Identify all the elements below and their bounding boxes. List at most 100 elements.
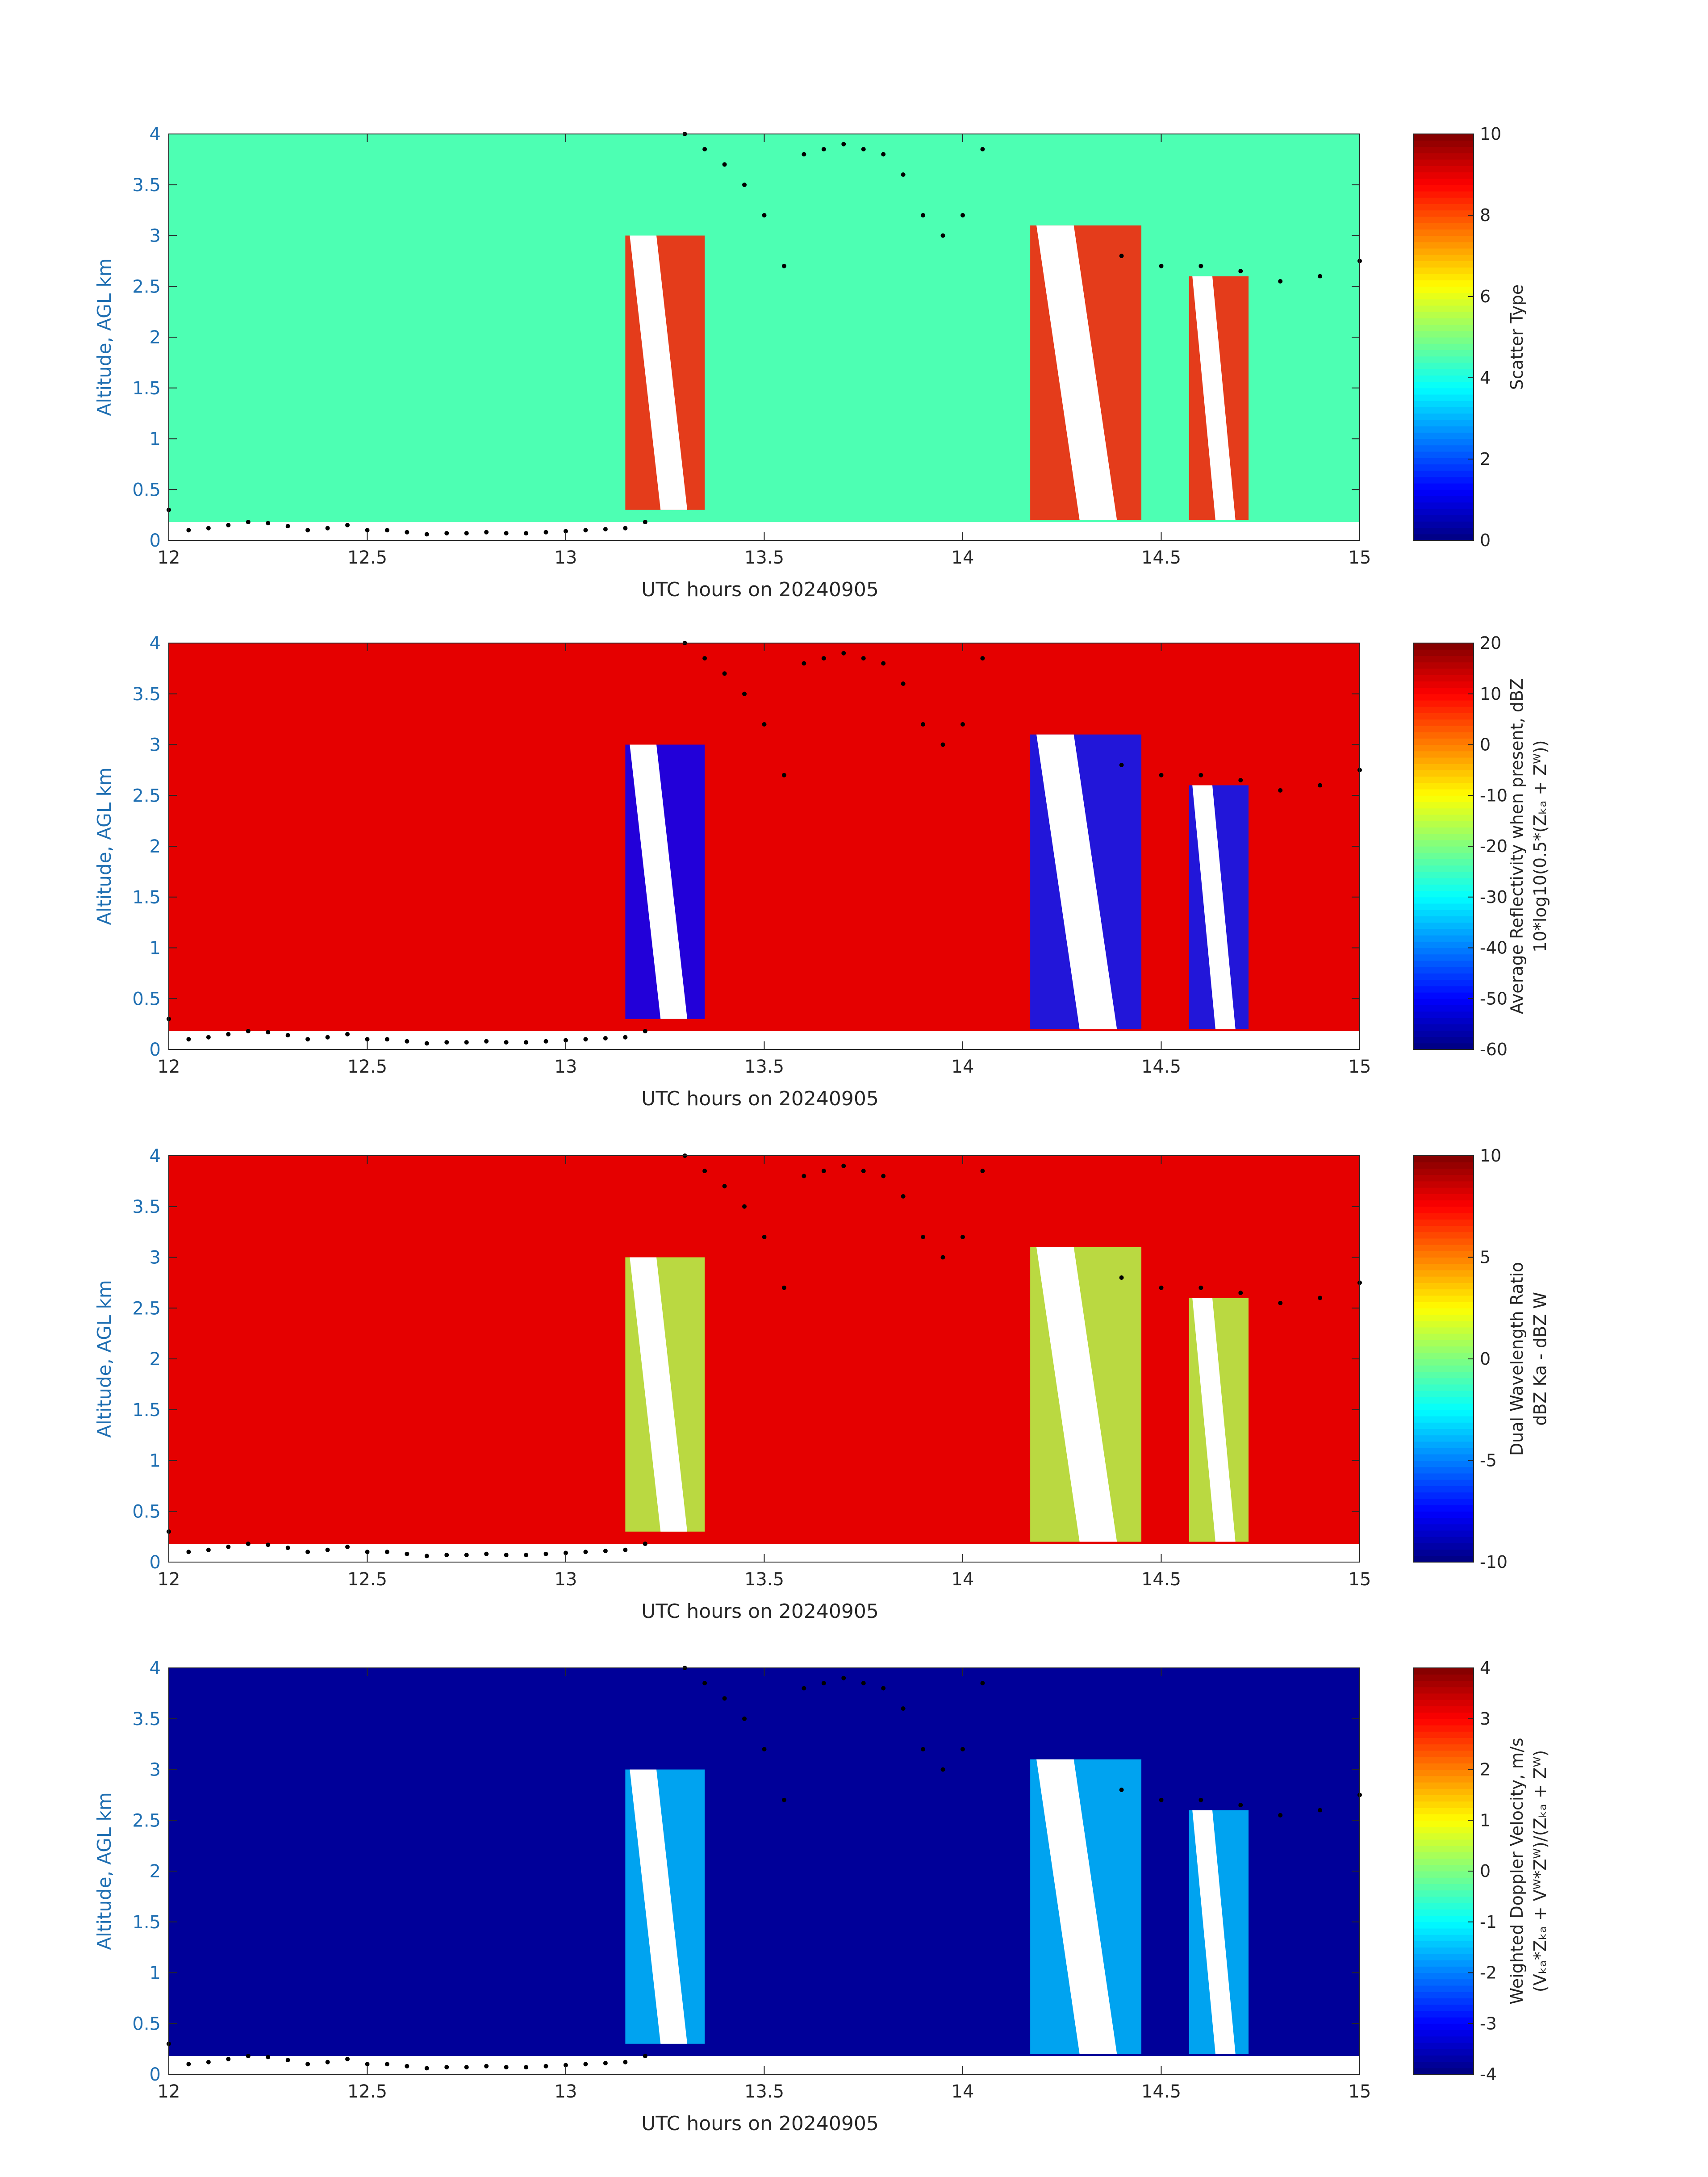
- colorbar-segment: [1413, 464, 1474, 471]
- boundary-dot: [226, 1544, 231, 1549]
- boundary-dots-4: [167, 1666, 1362, 2071]
- x-tick-label: 13.5: [744, 547, 784, 568]
- boundary-dot: [762, 1747, 767, 1751]
- boundary-dot: [345, 2056, 350, 2061]
- cloud-core-1: [630, 1257, 688, 1532]
- boundary-dot: [583, 1550, 588, 1554]
- boundary-dot: [325, 2060, 330, 2064]
- colorbar-segment: [1413, 1346, 1474, 1353]
- heatmap-2: [169, 643, 1360, 1049]
- colorbar-segment: [1413, 681, 1474, 688]
- colorbar-segment: [1413, 1953, 1474, 1960]
- boundary-dot: [762, 1235, 767, 1239]
- colorbar-tick-label: -1: [1480, 1912, 1497, 1932]
- colorbar-segment: [1413, 1333, 1474, 1340]
- colorbar-segment: [1413, 821, 1474, 827]
- boundary-dot: [742, 1204, 747, 1209]
- y-tick-label: 1.5: [132, 1400, 161, 1421]
- boundary-dot: [1159, 1797, 1164, 1802]
- axes-3: 12 12.5 13 13.5 14 14.5 15 0 0.5 1 1.5 2 2.5 3 3.5 4: [132, 1146, 1371, 1590]
- colorbar-segment: [1413, 1194, 1474, 1201]
- heatmap-3: [169, 1156, 1360, 1562]
- colorbar-segment: [1413, 865, 1474, 872]
- colorbar-segment: [1413, 286, 1474, 293]
- colorbar-segment: [1413, 470, 1474, 477]
- colorbar-segment: [1413, 1283, 1474, 1290]
- colorbar-segment: [1413, 1864, 1474, 1872]
- boundary-dot: [1119, 763, 1124, 767]
- axes-4: 12 12.5 13 13.5 14 14.5 15 0 0.5 1 1.5 2 2.5 3 3.5 4: [132, 1658, 1371, 2102]
- y-tick-label: 0.5: [132, 1501, 161, 1522]
- colorbar-segment: [1413, 1391, 1474, 1397]
- boundary-dot: [980, 147, 985, 152]
- y-axis-label-1: Altitude, AGL km: [93, 258, 115, 416]
- x-tick-label: 14: [952, 1057, 974, 1077]
- colorbar-tick-label: 5: [1480, 1248, 1491, 1267]
- y-tick-label: 0.5: [132, 2014, 161, 2034]
- boundary-dots-1: [167, 132, 1362, 537]
- boundary-dot: [246, 1029, 251, 1034]
- cloud-core-2: [1036, 1759, 1117, 2054]
- x-axis-label-2: UTC hours on 20240905: [641, 1087, 879, 1110]
- colorbar-segment: [1413, 954, 1474, 961]
- y-axis-label-3: Altitude, AGL km: [93, 1280, 115, 1437]
- colorbar-segment: [1413, 184, 1474, 192]
- x-tick-label: 14: [952, 547, 974, 568]
- colorbar-segment: [1413, 172, 1474, 179]
- colorbar-tick-label: -40: [1480, 938, 1508, 958]
- colorbar-segment: [1413, 751, 1474, 758]
- colorbar-segment: [1413, 1858, 1474, 1865]
- axes-2: 12 12.5 13 13.5 14 14.5 15 0 0.5 1 1.5 2 2.5 3 3.5 4: [132, 633, 1371, 1077]
- colorbar-segment: [1413, 878, 1474, 885]
- boundary-dot: [861, 147, 866, 152]
- colorbar-segment: [1413, 1005, 1474, 1012]
- boundary-dot: [305, 1550, 310, 1554]
- boundary-dot: [960, 1747, 965, 1751]
- colorbar-segment: [1413, 814, 1474, 821]
- colorbar-segment: [1413, 159, 1474, 166]
- colorbar-segment: [1413, 1030, 1474, 1037]
- colorbar-segment: [1413, 1985, 1474, 1992]
- colorbar-segment: [1413, 216, 1474, 223]
- x-tick-label: 13.5: [744, 1569, 784, 1590]
- boundary-dot: [464, 1553, 469, 1558]
- y-tick-label: 0: [150, 2064, 161, 2085]
- data-field: [169, 643, 1360, 1032]
- boundary-dot: [206, 1547, 211, 1552]
- colorbar-segment: [1413, 419, 1474, 426]
- colorbar-segment: [1413, 1674, 1474, 1681]
- boundary-dot: [841, 651, 846, 656]
- colorbar-segment: [1413, 770, 1474, 777]
- colorbar-tick-label: 0: [1480, 735, 1491, 755]
- colorbar-segment: [1413, 1187, 1474, 1194]
- boundary-dot: [266, 521, 271, 526]
- boundary-dot: [246, 1542, 251, 1546]
- y-tick-label: 3.5: [132, 684, 161, 705]
- colorbar-segment: [1413, 401, 1474, 408]
- boundary-dot: [504, 1040, 509, 1045]
- x-tick-label: 12.5: [347, 2081, 387, 2102]
- colorbar-segment: [1413, 534, 1474, 541]
- boundary-dot: [186, 1037, 191, 1042]
- boundary-dot: [980, 656, 985, 661]
- boundary-dot: [821, 1681, 826, 1686]
- colorbar-segment: [1413, 1505, 1474, 1512]
- boundary-dot: [543, 2064, 548, 2068]
- boundary-dot: [603, 2060, 608, 2065]
- colorbar-segment: [1413, 2017, 1474, 2024]
- x-tick-label: 14: [952, 1569, 974, 1590]
- colorbar-segment: [1413, 1416, 1474, 1423]
- colorbar-segment: [1413, 1537, 1474, 1543]
- boundary-dot: [524, 2065, 529, 2070]
- colorbar-segment: [1413, 1024, 1474, 1031]
- colorbar-segment: [1413, 1814, 1474, 1821]
- boundary-dot: [762, 213, 767, 217]
- boundary-dot: [1119, 1788, 1124, 1792]
- boundary-dot: [702, 147, 707, 152]
- colorbar-segment: [1413, 1011, 1474, 1018]
- boundary-dot: [980, 1169, 985, 1174]
- colorbar-segment: [1413, 776, 1474, 783]
- boundary-dot: [564, 529, 568, 534]
- boundary-dot: [623, 1547, 628, 1552]
- colorbar-label-3b: dBZ Ka - dBZ W: [1530, 1292, 1550, 1426]
